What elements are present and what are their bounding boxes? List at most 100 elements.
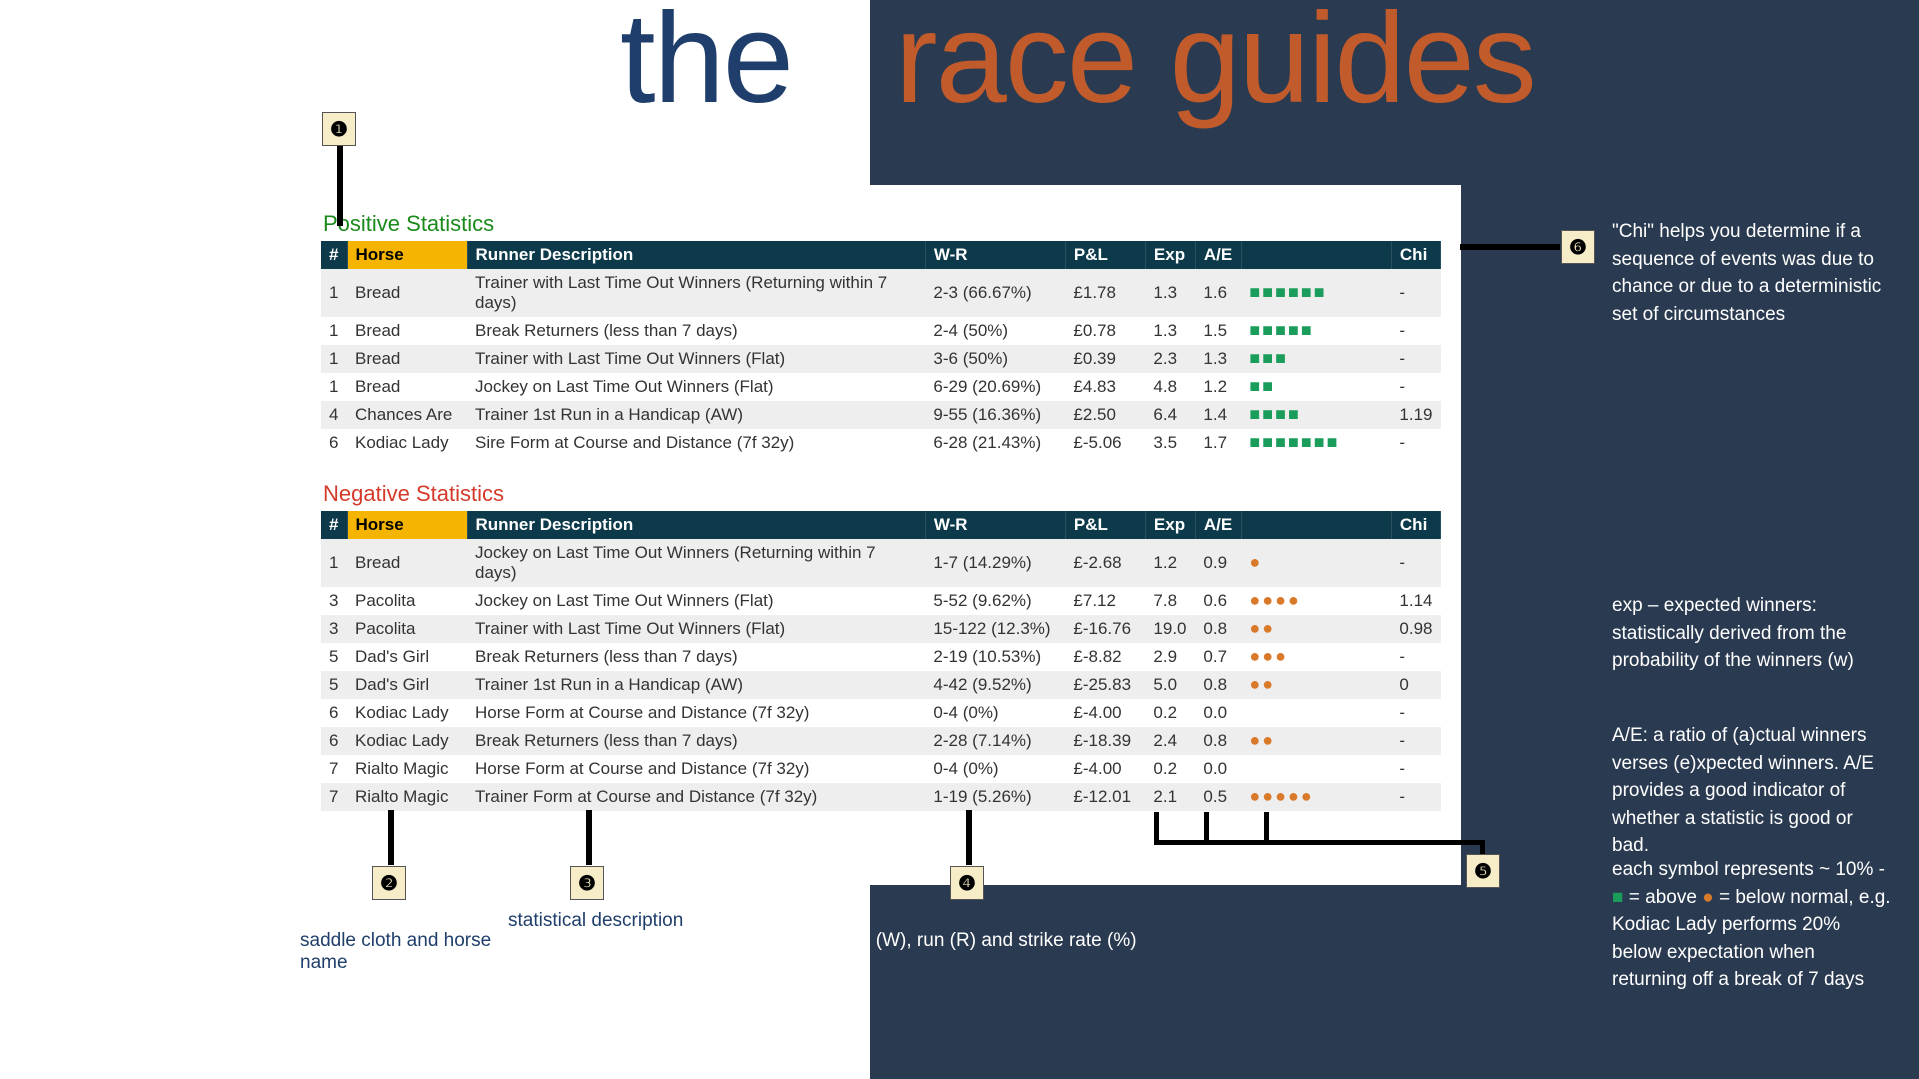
callout-5-badge: ❺	[1466, 854, 1500, 888]
cell-horse: Pacolita	[347, 587, 467, 615]
table-row: 3PacolitaTrainer with Last Time Out Winn…	[321, 615, 1441, 643]
cell-chi: -	[1391, 783, 1440, 811]
positive-heading: Positive Statistics	[323, 211, 1446, 237]
negative-heading: Negative Statistics	[323, 481, 1446, 507]
cell-pl: £0.78	[1065, 317, 1145, 345]
cell-wr: 2-3 (66.67%)	[925, 269, 1065, 317]
cell-num: 3	[321, 587, 347, 615]
rating-dots: ●●●●	[1249, 590, 1301, 610]
cell-desc: Trainer with Last Time Out Winners (Flat…	[467, 615, 925, 643]
callout-4-text: win (W), run (R) and strike rate (%)	[842, 930, 1137, 952]
table-row: 6Kodiac LadyBreak Returners (less than 7…	[321, 727, 1441, 755]
note-chi: "Chi" helps you determine if a sequence …	[1612, 218, 1892, 328]
cell-horse: Dad's Girl	[347, 671, 467, 699]
green-square-icon: ■	[1612, 887, 1623, 908]
table-row: 1BreadTrainer with Last Time Out Winners…	[321, 269, 1441, 317]
col-header: Chi	[1391, 511, 1440, 539]
col-header: #	[321, 241, 347, 269]
cell-chi: 1.14	[1391, 587, 1440, 615]
cell-desc: Horse Form at Course and Distance (7f 32…	[467, 699, 925, 727]
callout-1-line	[337, 146, 343, 226]
cell-exp: 1.3	[1145, 269, 1195, 317]
cell-ae: 0.7	[1195, 643, 1241, 671]
cell-desc: Jockey on Last Time Out Winners (Flat)	[467, 587, 925, 615]
rating-dots: ●	[1249, 552, 1262, 572]
cell-pl: £2.50	[1065, 401, 1145, 429]
cell-chi: -	[1391, 643, 1440, 671]
col-header: Horse	[347, 511, 467, 539]
cell-chi: -	[1391, 429, 1440, 457]
cell-num: 6	[321, 429, 347, 457]
col-header: Runner Description	[467, 511, 925, 539]
cell-exp: 2.9	[1145, 643, 1195, 671]
cell-num: 1	[321, 317, 347, 345]
cell-dots	[1241, 699, 1391, 727]
cell-dots: ●●●●●	[1241, 783, 1391, 811]
cell-chi: -	[1391, 699, 1440, 727]
cell-horse: Chances Are	[347, 401, 467, 429]
callout-6-badge: ❻	[1561, 230, 1595, 264]
cell-pl: £-2.68	[1065, 539, 1145, 587]
cell-pl: £-5.06	[1065, 429, 1145, 457]
orange-dot-icon: ●	[1702, 887, 1713, 908]
table-row: 5Dad's GirlTrainer 1st Run in a Handicap…	[321, 671, 1441, 699]
cell-dots: ●●	[1241, 671, 1391, 699]
cell-wr: 9-55 (16.36%)	[925, 401, 1065, 429]
cell-pl: £-8.82	[1065, 643, 1145, 671]
rating-dots: ■■■■■■■	[1249, 432, 1339, 452]
callout-5-bracket-h	[1154, 840, 1484, 845]
cell-desc: Trainer 1st Run in a Handicap (AW)	[467, 401, 925, 429]
cell-dots: ●	[1241, 539, 1391, 587]
cell-wr: 6-28 (21.43%)	[925, 429, 1065, 457]
callout-1-badge: ❶	[322, 112, 356, 146]
rating-dots: ●●	[1249, 618, 1275, 638]
cell-horse: Bread	[347, 269, 467, 317]
cell-exp: 2.4	[1145, 727, 1195, 755]
cell-chi: 1.19	[1391, 401, 1440, 429]
cell-desc: Break Returners (less than 7 days)	[467, 317, 925, 345]
cell-desc: Trainer 1st Run in a Handicap (AW)	[467, 671, 925, 699]
table-row: 5Dad's GirlBreak Returners (less than 7 …	[321, 643, 1441, 671]
callout-2-text: saddle cloth and horse name	[300, 930, 520, 974]
cell-dots: ■■■■■■	[1241, 269, 1391, 317]
rating-dots: ■■	[1249, 376, 1275, 396]
cell-chi: -	[1391, 345, 1440, 373]
cell-horse: Rialto Magic	[347, 755, 467, 783]
cell-desc: Sire Form at Course and Distance (7f 32y…	[467, 429, 925, 457]
col-header	[1241, 241, 1391, 269]
cell-wr: 2-19 (10.53%)	[925, 643, 1065, 671]
cell-chi: -	[1391, 317, 1440, 345]
table-row: 7Rialto MagicTrainer Form at Course and …	[321, 783, 1441, 811]
cell-exp: 0.2	[1145, 755, 1195, 783]
cell-ae: 1.6	[1195, 269, 1241, 317]
negative-table: #HorseRunner DescriptionW-RP&LExpA/EChi …	[321, 511, 1441, 811]
cell-horse: Bread	[347, 345, 467, 373]
col-header: Chi	[1391, 241, 1440, 269]
cell-horse: Kodiac Lady	[347, 429, 467, 457]
cell-num: 1	[321, 539, 347, 587]
cell-exp: 2.3	[1145, 345, 1195, 373]
cell-num: 1	[321, 269, 347, 317]
cell-desc: Break Returners (less than 7 days)	[467, 727, 925, 755]
cell-ae: 0.8	[1195, 615, 1241, 643]
cell-num: 3	[321, 615, 347, 643]
cell-exp: 19.0	[1145, 615, 1195, 643]
rating-dots: ■■■■	[1249, 404, 1301, 424]
col-header: W-R	[925, 241, 1065, 269]
cell-ae: 1.3	[1195, 345, 1241, 373]
cell-horse: Pacolita	[347, 615, 467, 643]
callout-5-line-a	[1154, 812, 1159, 842]
cell-wr: 2-4 (50%)	[925, 317, 1065, 345]
cell-horse: Bread	[347, 317, 467, 345]
cell-num: 7	[321, 755, 347, 783]
cell-chi: -	[1391, 539, 1440, 587]
cell-ae: 0.8	[1195, 727, 1241, 755]
cell-dots	[1241, 755, 1391, 783]
cell-ae: 0.8	[1195, 671, 1241, 699]
col-header: Exp	[1145, 511, 1195, 539]
col-header: P&L	[1065, 511, 1145, 539]
cell-ae: 1.5	[1195, 317, 1241, 345]
cell-num: 7	[321, 783, 347, 811]
rating-dots: ●●	[1249, 674, 1275, 694]
col-header: #	[321, 511, 347, 539]
